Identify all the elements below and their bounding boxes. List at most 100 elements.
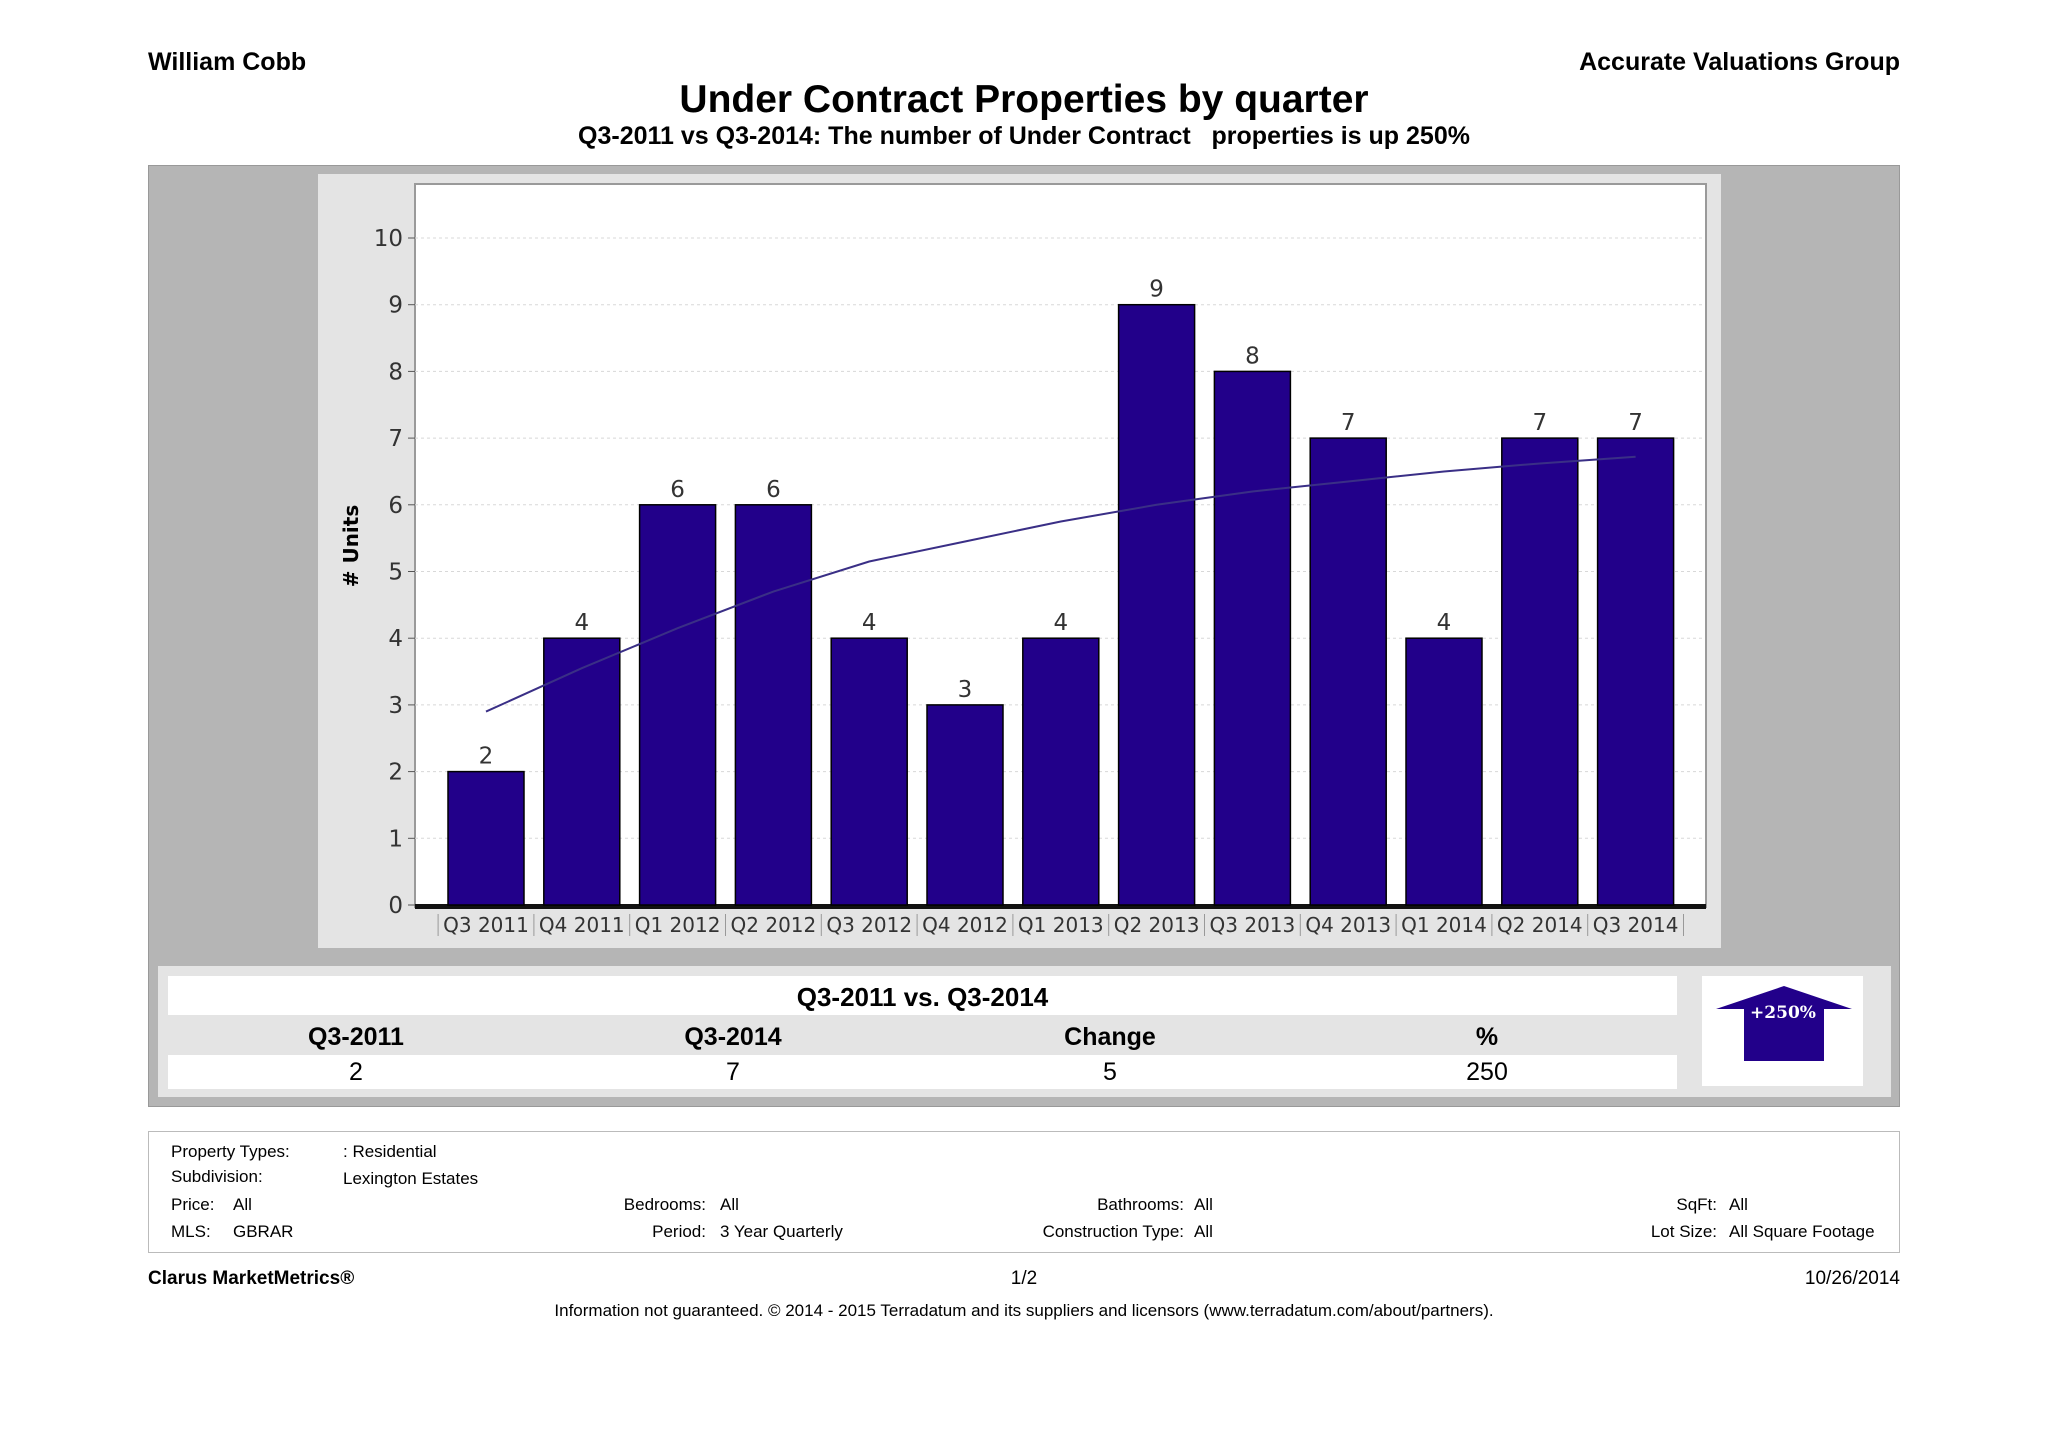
report-date: 10/26/2014	[1804, 1268, 1900, 1289]
y-tick-label: 3	[388, 693, 403, 719]
y-tick-label: 2	[388, 760, 403, 786]
bars	[447, 303, 1675, 906]
y-tick-label: 4	[388, 626, 403, 652]
x-axis-ticks: Q3 2011 Q4 2011 Q1 2012 Q2 2012 Q3 2012 Q4 20…	[437, 913, 1684, 937]
property-types-label: Property Types:	[171, 1142, 290, 1161]
trend-line	[485, 455, 1636, 713]
data-label: 4	[1437, 610, 1452, 636]
x-axis-line	[415, 904, 1706, 909]
mls-value: GBRAR	[233, 1222, 294, 1241]
report-subtitle: Q3-2011 vs Q3-2014: The number of Under …	[578, 122, 1470, 150]
summary-value-change: 5	[1103, 1058, 1117, 1086]
disclaimer: Information not guaranteed. © 2014 - 201…	[554, 1301, 1494, 1320]
y-tick-label: 8	[388, 359, 403, 385]
y-tick-label: 6	[388, 493, 403, 519]
price-value: All	[233, 1195, 252, 1214]
bar	[734, 504, 813, 906]
x-tick-label: Q1 2013	[1018, 913, 1104, 937]
bathrooms-value: All	[1194, 1195, 1213, 1214]
y-axis-label: # Units	[339, 505, 363, 588]
up-arrow-icon: +250%	[1716, 986, 1852, 1061]
mls-label: MLS:	[171, 1222, 211, 1241]
lot-size-value: All Square Footage	[1729, 1222, 1875, 1241]
y-axis-ticks: 0 1 2 3 4 5 6 7 8 9 10	[374, 226, 1706, 919]
data-label: 3	[958, 677, 973, 703]
page-number: 1/2	[1010, 1268, 1038, 1289]
bar	[1213, 370, 1292, 906]
summary-value-end: 7	[726, 1058, 740, 1086]
summary-header-percent: %	[1475, 1023, 1499, 1051]
data-label: 7	[1341, 410, 1356, 436]
sqft-value: All	[1729, 1195, 1748, 1214]
bar	[1022, 637, 1100, 906]
x-tick-label: Q3 2014	[1593, 913, 1679, 937]
x-tick-label: Q4 2011	[539, 913, 625, 937]
agent-name: William Cobb	[148, 48, 307, 76]
bar	[1117, 303, 1196, 906]
summary-value-start: 2	[349, 1058, 363, 1086]
data-label: 7	[1628, 410, 1643, 436]
summary-value-percent: 250	[1466, 1058, 1508, 1086]
data-label: 7	[1532, 410, 1547, 436]
summary-header-end: Q3-2014	[684, 1023, 782, 1051]
period-value: 3 Year Quarterly	[720, 1222, 843, 1241]
summary-header-start: Q3-2011	[308, 1023, 404, 1051]
summary-title: Q3-2011 vs. Q3-2014	[796, 982, 1049, 1012]
bar	[926, 704, 1004, 906]
summary-title-bar	[168, 976, 1677, 1015]
trendline	[485, 455, 1636, 713]
construction-type-label: Construction Type:	[1042, 1222, 1184, 1241]
footer-brand: Clarus MarketMetrics®	[148, 1268, 355, 1289]
bar	[1596, 437, 1675, 906]
filter-panel: Property Types: : Residential Subdivisio…	[148, 1131, 1900, 1253]
bathrooms-label: Bathrooms:	[1097, 1195, 1184, 1214]
bar	[830, 637, 908, 906]
change-badge-label: +250%	[1750, 1003, 1816, 1023]
lot-size-label: Lot Size:	[1650, 1222, 1717, 1241]
data-label: 6	[766, 477, 781, 503]
x-tick-label: Q4 2013	[1305, 913, 1391, 937]
x-tick-label: Q2 2012	[731, 913, 817, 937]
bedrooms-value: All	[720, 1195, 739, 1214]
x-tick-label: Q3 2012	[826, 913, 912, 937]
y-tick-label: 5	[388, 560, 403, 586]
data-label: 6	[670, 477, 685, 503]
bedrooms-label: Bedrooms:	[623, 1195, 706, 1214]
bar	[1501, 437, 1579, 906]
sqft-label: SqFt:	[1676, 1195, 1717, 1214]
subdivision-label: Subdivision:	[171, 1167, 263, 1186]
data-label: 2	[479, 744, 494, 770]
bar	[447, 770, 525, 906]
bar	[543, 637, 621, 906]
bar	[1405, 637, 1483, 906]
data-labels: 2 4 6 6 4 3 4 9 8 7 4 7 7	[479, 277, 1643, 770]
report-title: Under Contract Properties by quarter	[679, 78, 1369, 121]
y-tick-label: 1	[388, 826, 403, 852]
x-tick-label: Q2 2014	[1497, 913, 1583, 937]
summary-values-bar	[168, 1055, 1677, 1089]
bar	[638, 504, 717, 906]
data-label: 4	[574, 610, 589, 636]
change-badge: +250%	[1702, 976, 1863, 1086]
x-tick-label: Q3 2013	[1210, 913, 1296, 937]
y-tick-label: 7	[388, 426, 403, 452]
period-label: Period:	[652, 1222, 706, 1241]
company-name: Accurate Valuations Group	[1579, 48, 1900, 76]
y-tick-label: 0	[388, 893, 403, 919]
x-tick-label: Q1 2012	[635, 913, 721, 937]
summary-header-change: Change	[1064, 1023, 1156, 1051]
x-tick-label: Q4 2012	[922, 913, 1008, 937]
data-label: 4	[862, 610, 877, 636]
data-label: 8	[1245, 343, 1260, 369]
bar-chart: 0 1 2 3 4 5 6 7 8 9 10 2 4 6 6 4 3 4 9 8 7 4 7 7 Q3 2011 Q4 201…	[339, 183, 1707, 937]
subdivision-value: Lexington Estates	[343, 1169, 479, 1188]
x-tick-label: Q3 2011	[443, 913, 529, 937]
bar	[1309, 437, 1387, 906]
price-label: Price:	[171, 1195, 215, 1214]
y-tick-label: 10	[374, 226, 403, 252]
x-tick-label: Q2 2013	[1114, 913, 1200, 937]
property-types-value: : Residential	[343, 1142, 437, 1161]
y-tick-label: 9	[388, 293, 403, 319]
data-label: 4	[1053, 610, 1068, 636]
x-tick-label: Q1 2014	[1401, 913, 1487, 937]
